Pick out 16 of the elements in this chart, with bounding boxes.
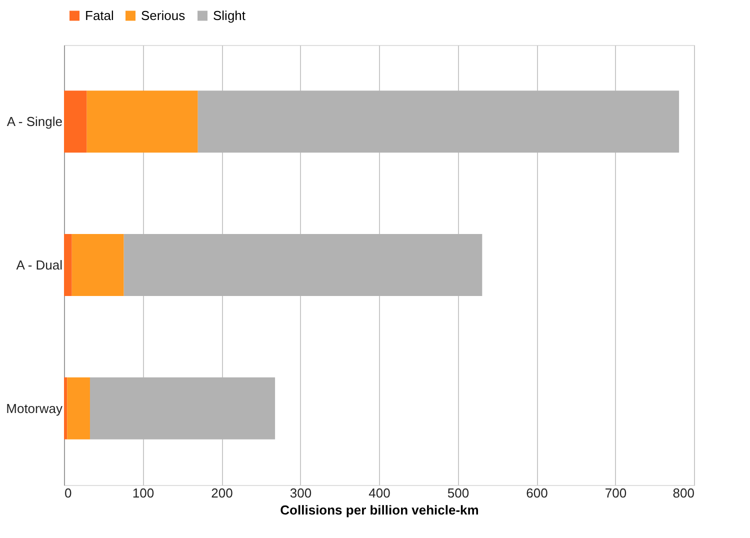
- x-tick-label: 200: [211, 486, 233, 500]
- x-tick-label: 300: [290, 486, 312, 500]
- legend-label: Slight: [213, 8, 246, 23]
- x-tick-label: 0: [64, 486, 72, 500]
- x-tick-label: 500: [447, 486, 470, 500]
- x-tick-label: 600: [526, 486, 548, 500]
- y-tick-label: A - Dual: [16, 258, 63, 272]
- y-tick-label: Motorway: [6, 400, 63, 416]
- x-tick-label: 400: [368, 486, 390, 500]
- legend-label: Serious: [141, 8, 186, 23]
- y-tick-label: A - Single: [6, 114, 62, 130]
- x-tick-label: 700: [604, 486, 627, 500]
- x-axis-title: Collisions per billion vehicle-km: [280, 502, 479, 518]
- x-tick-label: 100: [132, 486, 154, 500]
- x-tick-label: 800: [672, 486, 694, 500]
- legend-label: Fatal: [85, 8, 114, 23]
